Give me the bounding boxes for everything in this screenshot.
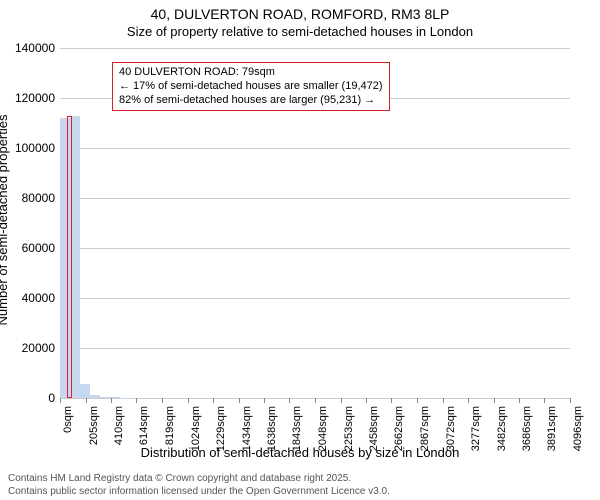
xtick-mark: [494, 398, 495, 403]
xtick-label: 3072sqm: [445, 406, 457, 456]
xtick-label: 3686sqm: [521, 406, 533, 456]
xtick-mark: [60, 398, 61, 403]
xtick-label: 205sqm: [88, 406, 100, 456]
xtick-label: 2662sqm: [393, 406, 405, 456]
gridline: [60, 348, 570, 349]
histogram-bar: [80, 384, 90, 398]
xtick-mark: [136, 398, 137, 403]
xtick-label: 0sqm: [62, 406, 74, 456]
annotation-line-3: 82% of semi-detached houses are larger (…: [119, 94, 383, 108]
xtick-label: 614sqm: [138, 406, 150, 456]
xtick-label: 2458sqm: [368, 406, 380, 456]
xtick-label: 4096sqm: [572, 406, 584, 456]
footer-line-1: Contains HM Land Registry data © Crown c…: [8, 472, 390, 485]
xtick-mark: [468, 398, 469, 403]
ytick-label: 60000: [5, 241, 55, 255]
histogram-bar: [100, 397, 110, 398]
xtick-mark: [341, 398, 342, 403]
xtick-label: 1229sqm: [215, 406, 227, 456]
xtick-mark: [111, 398, 112, 403]
xtick-mark: [519, 398, 520, 403]
xtick-mark: [188, 398, 189, 403]
annotation-line-1: 40 DULVERTON ROAD: 79sqm: [119, 66, 383, 80]
xtick-mark: [417, 398, 418, 403]
footer-attribution: Contains HM Land Registry data © Crown c…: [8, 472, 390, 498]
xtick-mark: [391, 398, 392, 403]
chart-container: 40, DULVERTON ROAD, ROMFORD, RM3 8LP Siz…: [0, 0, 600, 500]
ytick-label: 100000: [5, 141, 55, 155]
xtick-mark: [239, 398, 240, 403]
xtick-mark: [544, 398, 545, 403]
xtick-label: 2048sqm: [317, 406, 329, 456]
gridline: [60, 298, 570, 299]
ytick-label: 20000: [5, 341, 55, 355]
xtick-mark: [264, 398, 265, 403]
xtick-mark: [86, 398, 87, 403]
xtick-mark: [289, 398, 290, 403]
annotation-box: 40 DULVERTON ROAD: 79sqm ← 17% of semi-d…: [112, 62, 390, 111]
gridline: [60, 48, 570, 49]
chart-title-line2: Size of property relative to semi-detach…: [0, 24, 600, 39]
xtick-label: 2253sqm: [343, 406, 355, 456]
xtick-mark: [443, 398, 444, 403]
xtick-label: 1843sqm: [291, 406, 303, 456]
histogram-bar: [90, 395, 100, 398]
gridline: [60, 198, 570, 199]
ytick-label: 0: [5, 391, 55, 405]
xtick-label: 3482sqm: [496, 406, 508, 456]
xtick-label: 1638sqm: [266, 406, 278, 456]
gridline: [60, 248, 570, 249]
ytick-label: 40000: [5, 291, 55, 305]
xtick-label: 410sqm: [113, 406, 125, 456]
ytick-label: 80000: [5, 191, 55, 205]
annotation-line-2: ← 17% of semi-detached houses are smalle…: [119, 80, 383, 94]
chart-title-line1: 40, DULVERTON ROAD, ROMFORD, RM3 8LP: [0, 6, 600, 22]
xtick-label: 1024sqm: [190, 406, 202, 456]
xtick-label: 2867sqm: [419, 406, 431, 456]
highlight-bar: [67, 116, 72, 399]
xtick-mark: [366, 398, 367, 403]
xtick-mark: [315, 398, 316, 403]
ytick-label: 120000: [5, 91, 55, 105]
ytick-label: 140000: [5, 41, 55, 55]
xtick-mark: [162, 398, 163, 403]
xtick-label: 819sqm: [164, 406, 176, 456]
xtick-mark: [213, 398, 214, 403]
xtick-label: 1434sqm: [241, 406, 253, 456]
gridline: [60, 148, 570, 149]
xtick-mark: [570, 398, 571, 403]
xtick-label: 3891sqm: [546, 406, 558, 456]
xtick-label: 3277sqm: [470, 406, 482, 456]
footer-line-2: Contains public sector information licen…: [8, 485, 390, 498]
